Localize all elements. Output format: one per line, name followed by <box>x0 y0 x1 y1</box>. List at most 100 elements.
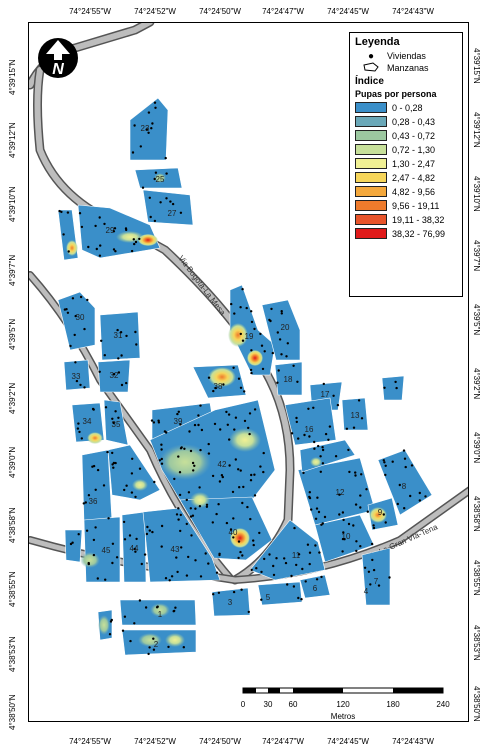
dwelling-point <box>217 503 220 506</box>
dwelling-point <box>241 501 244 505</box>
legend-class: 9,56 - 19,11 <box>355 199 457 212</box>
dwelling-point <box>119 331 123 334</box>
dwelling-point <box>131 151 135 154</box>
dwelling-point <box>198 486 201 489</box>
dwelling-point <box>241 339 245 342</box>
lon-label-bottom: 74°24'47"W <box>262 737 304 746</box>
dwelling-point <box>168 579 171 582</box>
dwelling-point <box>165 172 168 175</box>
block-29 <box>77 204 161 259</box>
block-40 <box>179 496 273 561</box>
color-swatch <box>355 186 387 197</box>
dwelling-point <box>120 354 123 357</box>
dwelling-point <box>123 615 127 618</box>
dwelling-point <box>92 553 96 557</box>
dwelling-point <box>241 554 244 557</box>
dwelling-point <box>303 433 306 437</box>
lat-label-left: 4°39'0"N <box>8 446 17 478</box>
dwelling-point <box>87 494 91 497</box>
dwelling-point <box>292 585 296 588</box>
dwelling-point <box>321 462 325 465</box>
dwelling-point <box>153 177 156 181</box>
color-swatch <box>355 102 387 113</box>
dwelling-point <box>286 583 289 586</box>
dwelling-point <box>357 399 361 402</box>
dwelling-point <box>173 609 176 613</box>
dwelling-point <box>123 488 126 492</box>
dwelling-point <box>109 620 113 623</box>
dwelling-point <box>342 531 345 534</box>
dwelling-point <box>352 524 355 527</box>
block-label: 12 <box>336 488 345 497</box>
dwelling-point <box>221 475 224 479</box>
lat-label-left: 4°39'5"N <box>8 318 17 350</box>
dwelling-point <box>111 542 115 545</box>
dwelling-point <box>197 423 200 427</box>
legend-class: 4,82 - 9,56 <box>355 185 457 198</box>
block-31 <box>99 311 141 361</box>
legend-class: 19,11 - 38,32 <box>355 213 457 226</box>
dwelling-point <box>315 578 319 581</box>
dwelling-point <box>308 491 311 494</box>
dwelling-point <box>117 357 120 360</box>
dwelling-point <box>372 568 376 572</box>
dwelling-point <box>228 464 231 467</box>
dwelling-point <box>116 328 119 332</box>
dwelling-point <box>95 247 99 251</box>
dwelling-point <box>92 538 96 542</box>
dwelling-point <box>84 501 88 504</box>
dwelling-point <box>125 334 128 338</box>
block-label: 42 <box>218 460 227 469</box>
dwelling-point <box>252 543 255 547</box>
dwelling-point <box>164 156 167 160</box>
dwelling-point <box>403 457 407 460</box>
legend-class-label: 19,11 - 38,32 <box>392 214 445 225</box>
legend-class: 2,47 - 4,82 <box>355 171 457 184</box>
block-label: 32 <box>110 371 119 380</box>
dwelling-point <box>225 410 228 414</box>
lat-label-left: 4°39'7"N <box>8 254 17 286</box>
dwelling-point <box>87 561 90 565</box>
dwelling-point <box>114 410 117 413</box>
block-label: 39 <box>174 417 183 426</box>
dwelling-point <box>152 648 156 651</box>
block-label: 20 <box>281 323 290 332</box>
dwelling-point <box>191 461 195 465</box>
dwelling-point <box>307 407 310 410</box>
dwelling-point <box>171 202 175 206</box>
dwelling-point <box>314 517 318 520</box>
dwelling-point <box>304 580 307 583</box>
dwelling-point <box>199 448 202 452</box>
dwelling-point <box>321 522 324 525</box>
lon-label-top: 74°24'52"W <box>134 7 176 16</box>
dwelling-point <box>359 506 362 509</box>
dwelling-point <box>229 528 233 531</box>
dwelling-point <box>215 512 218 516</box>
dwelling-point <box>135 537 138 541</box>
block-labels: 23 25 27 29 30 31 33 32 34 35 36 45 44 4… <box>72 124 407 649</box>
dwelling-point <box>74 314 77 318</box>
dwelling-point <box>150 419 154 422</box>
block-23 <box>129 97 169 161</box>
dwelling-point <box>133 547 136 551</box>
dwelling-point <box>75 379 79 383</box>
dwelling-point <box>178 493 182 497</box>
dwelling-point <box>160 545 163 548</box>
dwelling-point <box>239 332 242 336</box>
dwelling-point <box>285 355 288 358</box>
dwelling-point <box>323 515 327 519</box>
dwelling-point <box>280 310 283 313</box>
dwelling-point <box>134 550 137 553</box>
dwelling-point <box>275 557 278 560</box>
dwelling-point <box>138 237 141 241</box>
dwelling-point <box>262 451 265 455</box>
dwelling-point <box>152 421 156 424</box>
dwelling-point <box>164 577 168 580</box>
dwelling-point <box>179 513 182 517</box>
dwelling-point <box>134 330 137 334</box>
dwelling-point <box>270 307 273 311</box>
dwelling-point <box>154 106 157 110</box>
block-label: 10 <box>342 532 351 541</box>
dwelling-point <box>239 550 242 554</box>
color-swatch <box>355 172 387 183</box>
